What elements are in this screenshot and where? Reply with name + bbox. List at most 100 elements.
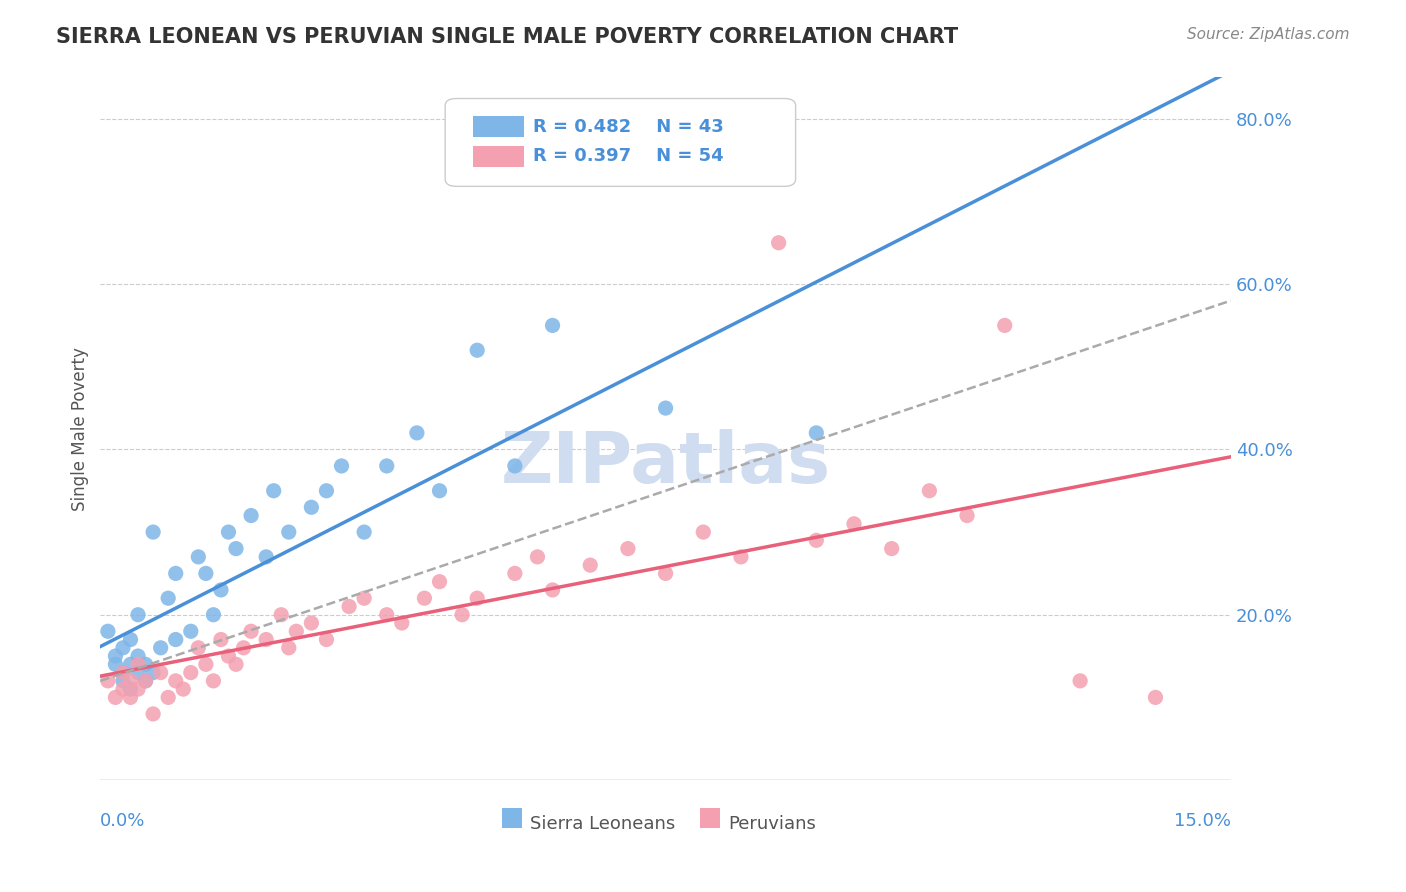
- Point: [104, 690, 127, 705]
- Text: 0.0%: 0.0%: [100, 812, 146, 830]
- Point: [918, 483, 941, 498]
- Point: [120, 673, 142, 688]
- Point: [217, 649, 239, 664]
- Point: [149, 665, 172, 680]
- Point: [104, 657, 127, 672]
- Text: R = 0.482    N = 43: R = 0.482 N = 43: [533, 118, 724, 136]
- Point: [263, 483, 285, 498]
- Point: [353, 524, 375, 539]
- Bar: [502, 808, 522, 828]
- Point: [503, 566, 526, 581]
- Point: [202, 673, 225, 688]
- Point: [730, 549, 752, 564]
- Point: [277, 524, 299, 539]
- Point: [97, 624, 120, 639]
- Point: [111, 665, 134, 680]
- Point: [579, 558, 602, 573]
- Point: [142, 706, 165, 721]
- Point: [157, 690, 180, 705]
- Point: [880, 541, 903, 556]
- Point: [240, 508, 263, 523]
- Point: [406, 425, 429, 440]
- Point: [526, 549, 548, 564]
- Point: [270, 607, 292, 622]
- Point: [142, 665, 165, 680]
- Point: [994, 318, 1017, 333]
- Point: [142, 524, 165, 539]
- Point: [315, 632, 337, 647]
- Point: [842, 516, 865, 531]
- Point: [187, 640, 209, 655]
- FancyBboxPatch shape: [446, 98, 796, 186]
- Point: [254, 632, 277, 647]
- Point: [111, 665, 134, 680]
- Point: [127, 665, 149, 680]
- Point: [240, 624, 263, 639]
- Point: [165, 566, 187, 581]
- Text: Peruvians: Peruvians: [728, 815, 815, 833]
- Point: [194, 566, 217, 581]
- Point: [127, 607, 149, 622]
- Point: [375, 607, 398, 622]
- Point: [209, 632, 232, 647]
- Point: [429, 574, 451, 589]
- Point: [299, 500, 322, 515]
- Point: [165, 673, 187, 688]
- Point: [654, 566, 676, 581]
- Point: [172, 682, 194, 697]
- Point: [391, 615, 413, 630]
- Point: [120, 682, 142, 697]
- Point: [429, 483, 451, 498]
- Point: [135, 673, 157, 688]
- Point: [330, 458, 353, 473]
- Text: ZIPatlas: ZIPatlas: [501, 429, 831, 499]
- Point: [465, 343, 488, 358]
- Point: [1144, 690, 1167, 705]
- Point: [465, 591, 488, 606]
- Point: [194, 657, 217, 672]
- Text: SIERRA LEONEAN VS PERUVIAN SINGLE MALE POVERTY CORRELATION CHART: SIERRA LEONEAN VS PERUVIAN SINGLE MALE P…: [56, 27, 959, 46]
- Point: [353, 591, 375, 606]
- Point: [165, 632, 187, 647]
- Point: [692, 524, 714, 539]
- Point: [157, 591, 180, 606]
- Point: [617, 541, 640, 556]
- Point: [451, 607, 474, 622]
- Point: [225, 657, 247, 672]
- Point: [541, 582, 564, 597]
- Point: [127, 649, 149, 664]
- Bar: [474, 116, 524, 137]
- Bar: [474, 145, 524, 167]
- Point: [1069, 673, 1091, 688]
- Y-axis label: Single Male Poverty: Single Male Poverty: [72, 347, 89, 511]
- Point: [806, 533, 828, 548]
- Point: [413, 591, 436, 606]
- Point: [277, 640, 299, 655]
- Text: R = 0.397    N = 54: R = 0.397 N = 54: [533, 147, 724, 165]
- Point: [135, 673, 157, 688]
- Point: [135, 657, 157, 672]
- Point: [768, 235, 790, 250]
- Point: [299, 615, 322, 630]
- Text: Source: ZipAtlas.com: Source: ZipAtlas.com: [1187, 27, 1350, 42]
- Bar: [700, 808, 720, 828]
- Point: [315, 483, 337, 498]
- Point: [120, 657, 142, 672]
- Point: [541, 318, 564, 333]
- Point: [654, 401, 676, 415]
- Point: [202, 607, 225, 622]
- Point: [375, 458, 398, 473]
- Point: [104, 649, 127, 664]
- Point: [180, 624, 202, 639]
- Point: [111, 673, 134, 688]
- Point: [337, 599, 360, 614]
- Point: [956, 508, 979, 523]
- Point: [111, 640, 134, 655]
- Point: [285, 624, 308, 639]
- Point: [209, 582, 232, 597]
- Point: [503, 458, 526, 473]
- Point: [187, 549, 209, 564]
- Point: [149, 640, 172, 655]
- Point: [180, 665, 202, 680]
- Point: [120, 690, 142, 705]
